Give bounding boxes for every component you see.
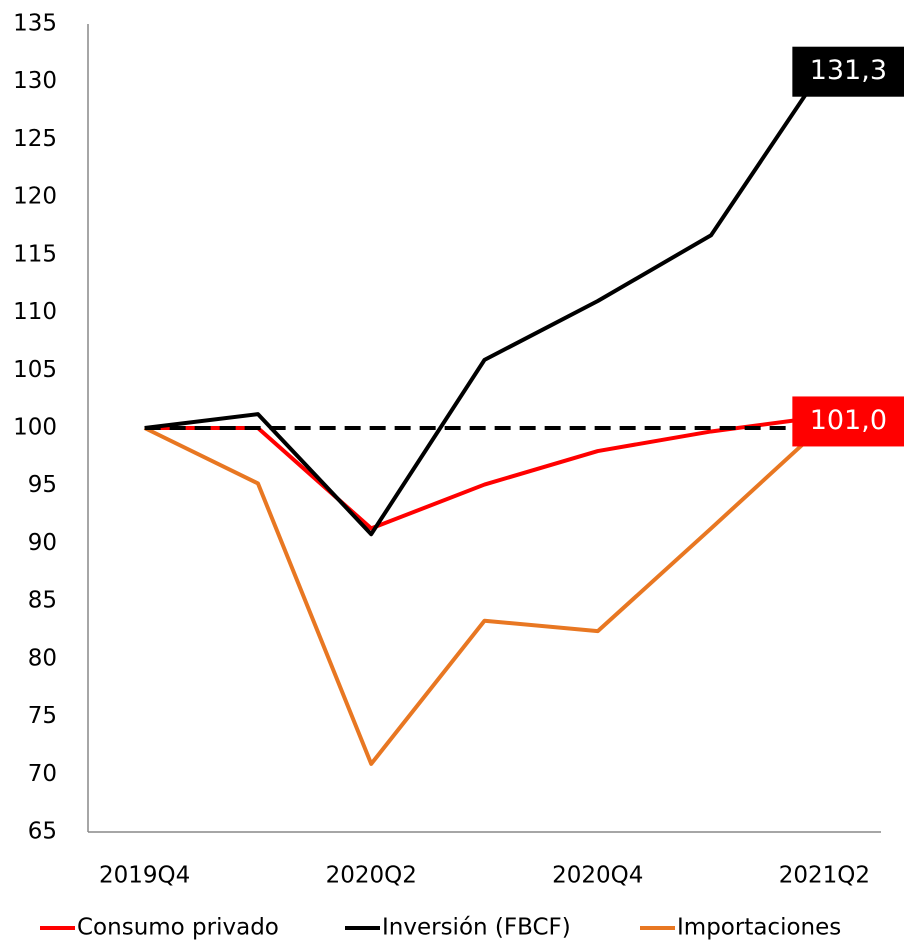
y-tick-label: 90 — [28, 530, 57, 556]
y-tick-label: 80 — [28, 645, 57, 671]
value-label: 101,0 — [810, 405, 887, 436]
y-tick-label: 115 — [13, 241, 57, 267]
y-tick-label: 65 — [28, 819, 57, 845]
y-tick-label: 85 — [28, 588, 57, 614]
value-label: 131,3 — [810, 55, 887, 86]
y-tick-label: 130 — [13, 68, 57, 94]
series-line — [144, 65, 827, 537]
x-tick-label: 2020Q2 — [326, 863, 417, 889]
series-line — [143, 423, 826, 766]
value-label-box — [792, 46, 904, 97]
y-tick-label: 135 — [13, 11, 57, 37]
y-tick-label: 105 — [13, 357, 57, 383]
x-tick-label: 2020Q4 — [552, 863, 643, 889]
y-tick-label: 110 — [13, 299, 57, 325]
y-tick-label: 70 — [28, 761, 57, 787]
y-tick-label: 125 — [13, 126, 57, 152]
legend-label: Consumo privado — [77, 915, 279, 941]
x-tick-label: 2019Q4 — [99, 863, 190, 889]
y-tick-label: 120 — [13, 184, 57, 210]
x-tick-label: 2021Q2 — [779, 863, 870, 889]
legend-label: Inversión (FBCF) — [382, 915, 571, 941]
y-tick-label: 100 — [13, 415, 57, 441]
series-line — [144, 414, 825, 531]
value-label-box — [792, 396, 904, 447]
y-tick-label: 95 — [28, 472, 57, 498]
y-tick-label: 75 — [28, 703, 57, 729]
legend-label: Importaciones — [677, 915, 841, 941]
